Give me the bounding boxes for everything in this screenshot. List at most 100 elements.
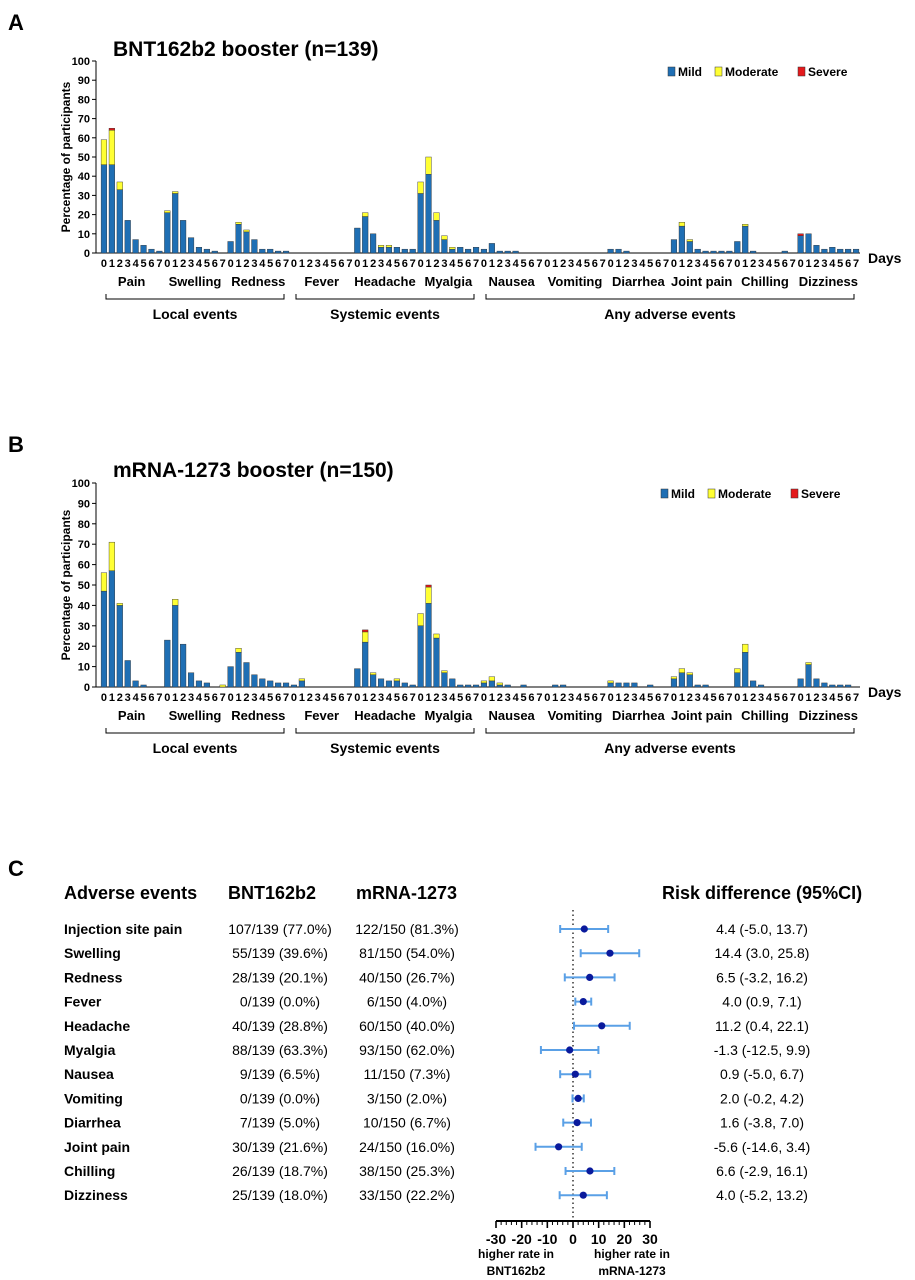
day-tick-label: 4 (766, 692, 773, 704)
bar-mild (670, 239, 678, 254)
point-estimate (579, 998, 587, 1006)
group-label: Systemic events (330, 740, 440, 756)
bar-mild (116, 605, 123, 688)
left-direction-label: BNT162b2 (487, 1264, 546, 1278)
category-11: 0 1 2 3 4 5 6 7 Dizziness (798, 233, 859, 289)
row-group1: 88/139 (63.3%) (232, 1042, 328, 1058)
bar-moderate (441, 235, 448, 240)
bar-mild (805, 664, 812, 688)
day-tick-label: 2 (560, 258, 566, 270)
bar-mild (821, 248, 828, 254)
y-tick-label: 90 (78, 75, 90, 87)
day-tick-label: 0 (228, 692, 234, 704)
bar-mild (409, 684, 416, 688)
group-label: Systemic events (330, 306, 440, 322)
y-axis-label: Percentage of participants (59, 81, 73, 232)
bar-mild (172, 605, 179, 688)
bar-mild (718, 250, 725, 254)
bar-mild (243, 231, 250, 254)
day-tick-label: 6 (402, 258, 408, 270)
bar-mild (750, 250, 757, 254)
day-tick-label: 5 (647, 258, 653, 270)
bar-mild (742, 225, 749, 254)
row-event: Chilling (64, 1163, 115, 1179)
bar-mild (480, 248, 488, 254)
bar-mild (235, 652, 242, 688)
bar-mild (694, 684, 701, 688)
y-tick-label: 100 (72, 478, 90, 490)
bar-mild (267, 248, 274, 254)
day-tick-label: 7 (156, 258, 162, 270)
bar-mild (132, 239, 139, 254)
group-bracket (105, 728, 285, 734)
bar-mild (290, 684, 298, 688)
category-label: Dizziness (799, 274, 858, 289)
day-tick-label: 4 (449, 692, 456, 704)
group-label: Local events (153, 740, 238, 756)
bar-mild (465, 684, 472, 688)
day-tick-label: 0 (354, 692, 360, 704)
day-tick-label: 6 (782, 258, 788, 270)
day-tick-label: 1 (425, 692, 431, 704)
row-group1: 26/139 (18.7%) (232, 1163, 328, 1179)
bar-mild (298, 680, 305, 688)
day-tick-label: 6 (592, 258, 598, 270)
bar-mild (140, 245, 147, 254)
day-tick-label: 2 (180, 258, 186, 270)
day-tick-label: 2 (117, 692, 123, 704)
bar-mild (488, 680, 495, 688)
y-tick-label: 70 (78, 539, 90, 551)
bar-moderate (298, 678, 305, 682)
day-tick-label: 3 (441, 258, 447, 270)
bar-moderate (235, 222, 242, 225)
row-group2: 60/150 (40.0%) (359, 1018, 455, 1034)
bar-mild (156, 250, 163, 254)
legend-item: Moderate (725, 65, 779, 79)
day-tick-label: 0 (291, 692, 297, 704)
day-tick-label: 2 (813, 692, 819, 704)
day-tick-label: 1 (615, 692, 621, 704)
category-label: Redness (231, 274, 285, 289)
bar-mild (259, 248, 266, 254)
day-tick-label: 0 (354, 258, 360, 270)
panel-label: A (8, 10, 24, 35)
day-tick-label: 5 (394, 258, 400, 270)
row-group1: 40/139 (28.8%) (232, 1018, 328, 1034)
day-tick-label: 6 (845, 692, 851, 704)
day-tick-label: 3 (631, 692, 637, 704)
category-label: Vomiting (548, 708, 603, 723)
bar-mild (821, 682, 828, 688)
table-row: Fever 0/139 (0.0%) 6/150 (4.0%) 4.0 (0.9, 7… (64, 994, 802, 1010)
bar-moderate (496, 682, 503, 686)
row-risk-difference: 4.4 (-5.0, 13.7) (716, 921, 808, 937)
bar-mild (425, 603, 432, 688)
day-tick-label: 5 (267, 692, 273, 704)
day-tick-label: 5 (457, 692, 463, 704)
bar-mild (417, 625, 424, 688)
y-tick-label: 10 (78, 662, 90, 674)
day-tick-label: 4 (323, 692, 330, 704)
bar-mild (805, 233, 812, 254)
day-tick-label: 3 (758, 258, 764, 270)
day-tick-label: 5 (647, 692, 653, 704)
category-label: Redness (231, 708, 285, 723)
point-estimate (571, 1070, 579, 1078)
bar-mild (457, 247, 464, 254)
day-tick-label: 7 (600, 258, 606, 270)
day-tick-label: 1 (299, 258, 305, 270)
row-event: Myalgia (64, 1042, 116, 1058)
bar-moderate (678, 222, 685, 227)
day-tick-label: 3 (821, 258, 827, 270)
day-tick-label: 4 (386, 692, 393, 704)
day-tick-label: 0 (481, 258, 487, 270)
day-tick-label: 3 (695, 692, 701, 704)
day-tick-label: 6 (275, 692, 281, 704)
day-tick-label: 0 (671, 258, 677, 270)
day-tick-label: 3 (125, 692, 131, 704)
category-label: Nausea (489, 708, 536, 723)
day-tick-label: 3 (568, 258, 574, 270)
day-tick-label: 4 (576, 692, 583, 704)
row-group2: 93/150 (62.0%) (359, 1042, 455, 1058)
